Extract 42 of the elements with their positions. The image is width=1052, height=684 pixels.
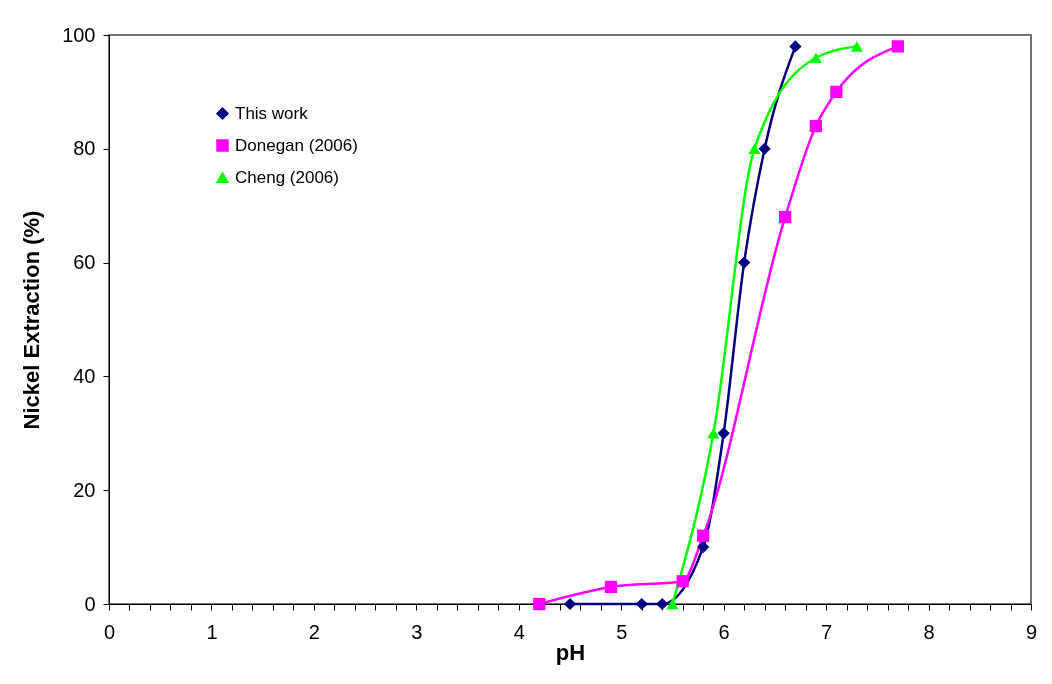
point — [666, 598, 679, 610]
x-tick-label: 6 — [718, 620, 730, 643]
point — [563, 597, 577, 611]
y-tick-label: 20 — [73, 478, 96, 501]
legend-label: Cheng (2006) — [235, 167, 339, 187]
point — [717, 427, 730, 440]
y-tick-label: 80 — [73, 137, 96, 160]
y-tick-label: 60 — [73, 251, 96, 274]
y-axis-title: Nickel Extraction (%) — [19, 210, 45, 430]
point — [676, 575, 689, 588]
point — [697, 540, 710, 554]
y-tick-label: 0 — [84, 592, 96, 615]
x-tick-label: 1 — [206, 620, 218, 643]
legend-label: Donegan (2006) — [235, 135, 358, 155]
x-tick-label: 9 — [1025, 620, 1038, 643]
x-tick-label: 3 — [411, 620, 423, 643]
x-tick-label: 2 — [308, 620, 320, 643]
point — [830, 85, 843, 99]
point — [758, 142, 771, 155]
point — [635, 597, 648, 611]
point — [891, 40, 904, 53]
point — [738, 256, 751, 269]
x-tick-label: 7 — [821, 620, 833, 643]
point — [789, 40, 802, 53]
point — [533, 597, 546, 611]
x-tick-label: 8 — [923, 620, 935, 643]
point — [604, 580, 618, 594]
y-tick-label: 100 — [62, 23, 96, 46]
point — [748, 143, 761, 155]
point — [809, 119, 822, 133]
x-tick-label: 4 — [513, 620, 525, 643]
x-tick-label: 5 — [616, 620, 628, 643]
x-axis-title: pH — [555, 639, 586, 665]
x-tick-label: 0 — [103, 620, 116, 643]
y-tick-label: 40 — [73, 364, 96, 387]
point — [850, 41, 863, 52]
point — [707, 428, 720, 439]
point — [656, 597, 669, 611]
point — [809, 52, 822, 64]
point — [697, 529, 710, 542]
legend-label: This work — [235, 103, 309, 123]
point — [779, 210, 792, 224]
